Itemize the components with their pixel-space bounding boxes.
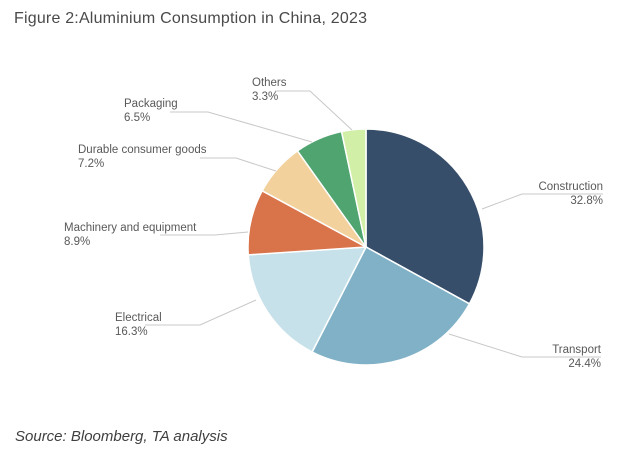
pie-slices: [247, 128, 485, 366]
slice-label: Machinery and equipment: [64, 222, 197, 234]
leader-line: [170, 111, 313, 143]
slice-label: Construction: [538, 181, 603, 193]
slice-label: Others: [252, 77, 287, 89]
leader-line: [160, 231, 249, 236]
leader-line: [448, 333, 601, 358]
slice-value-label: 6.5%: [124, 112, 150, 124]
slice-label: Electrical: [115, 312, 162, 324]
slice-label: Durable consumer goods: [78, 144, 207, 156]
leader-line: [481, 193, 603, 210]
pie-slice-others: [340, 128, 367, 248]
slice-value-label: 32.8%: [570, 195, 603, 207]
slice-value-label: 7.2%: [78, 158, 104, 170]
slice-value-label: 24.4%: [568, 358, 601, 370]
source-note: Source: Bloomberg, TA analysis: [15, 428, 228, 445]
pie-slice-construction: [365, 128, 485, 305]
chart-title: Figure 2:Aluminium Consumption in China,…: [14, 10, 368, 27]
slice-label: Transport: [552, 344, 602, 356]
pie-labels: Construction 32.8% Transport 24.4% Electrica…: [64, 77, 603, 370]
leader-line: [145, 299, 257, 326]
slice-label: Packaging: [124, 98, 178, 110]
slice-value-label: 16.3%: [115, 326, 148, 338]
leader-line: [275, 90, 353, 131]
leader-line: [200, 157, 277, 172]
pie-slice-electrical: [247, 246, 368, 354]
slice-value-label: 3.3%: [252, 91, 278, 103]
slice-value-label: 8.9%: [64, 236, 90, 248]
